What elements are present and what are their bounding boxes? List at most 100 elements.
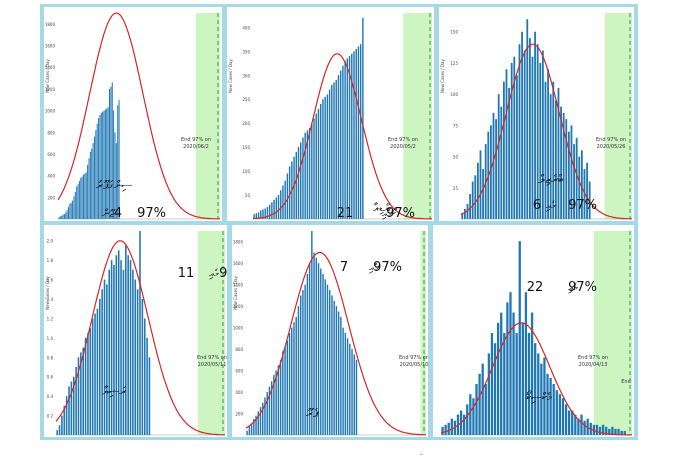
bar (472, 398, 475, 435)
bar (74, 191, 76, 219)
y-tick-label: 1.2 (47, 316, 54, 321)
end-date-label: 2020/05/11 (198, 362, 227, 368)
fit-curve (55, 240, 225, 436)
bar (284, 180, 286, 219)
bar (564, 404, 568, 435)
bar (308, 127, 311, 219)
day-number: 6 (533, 198, 541, 213)
bar (87, 333, 89, 435)
chart-panel-6: End 97% on 2020/04/13 End މެކްސިކޯ މެއި 22 97% (433, 225, 634, 437)
y-tick-label: 200 (47, 195, 55, 200)
y-tick-label: 0.2 (47, 414, 54, 419)
y-tick-label: 100 (242, 169, 250, 174)
bar (601, 424, 605, 435)
bar (461, 212, 464, 219)
day-number: 4 (114, 206, 122, 221)
bar (444, 424, 447, 435)
bar (68, 386, 70, 435)
y-tick-label: 50 (245, 193, 251, 198)
bar (122, 269, 125, 435)
bar (335, 306, 338, 435)
bar (103, 110, 105, 219)
end-date-label: 2020/05/26 (597, 144, 626, 150)
bar (575, 137, 578, 219)
y-tick-label: 0.8 (47, 355, 54, 360)
bar (311, 123, 313, 219)
bar (528, 37, 531, 219)
footer-mark: ހ (420, 451, 423, 458)
bar (127, 255, 129, 435)
bar (63, 214, 65, 219)
bar (317, 108, 320, 219)
day-number: 7 (340, 260, 348, 275)
bar (273, 374, 275, 435)
bar (335, 80, 337, 220)
bar (271, 202, 273, 219)
bar (93, 136, 95, 219)
bar (89, 151, 91, 219)
bar (502, 81, 505, 220)
bar (302, 290, 304, 435)
bar (346, 338, 349, 435)
bar (279, 359, 282, 435)
bar (111, 82, 113, 220)
bar (357, 46, 360, 220)
bar (322, 273, 324, 435)
bar (308, 263, 311, 435)
bar (306, 273, 309, 435)
bar (277, 195, 280, 219)
bar (614, 428, 617, 435)
day-number: 21 (337, 206, 354, 221)
bar (77, 357, 80, 435)
bar (259, 407, 262, 435)
bar (132, 269, 134, 435)
bar (512, 312, 515, 435)
bar (552, 81, 555, 220)
bar (496, 322, 500, 435)
country-name: ސިންގަޕޫރު (96, 178, 133, 192)
y-tick-label: 1400 (233, 283, 244, 288)
end-band (604, 13, 632, 219)
bar (489, 125, 492, 219)
y-tick-label: 1200 (45, 87, 56, 92)
bar (328, 290, 331, 435)
chart-svg-3: 150 125 100 75 50 25 New Cases / Day End 97% on… (440, 13, 632, 220)
bar (311, 231, 313, 435)
bar (315, 113, 317, 219)
y-tick-label: 150 (450, 30, 458, 35)
bar (302, 137, 304, 219)
bar (521, 31, 523, 220)
bar (508, 87, 510, 219)
bar (82, 347, 84, 435)
bar (561, 398, 565, 435)
chart-panel-4: 2.0 1.8 1.6 1.4 1.2 1.0 0.8 0.6 0.4 0.2 New Cases … (44, 225, 227, 437)
bar (255, 415, 257, 435)
bar (571, 410, 574, 435)
y-tick-label: 200 (235, 412, 243, 417)
bar (549, 94, 552, 219)
y-tick-label: 1000 (45, 109, 56, 114)
y-tick-label: 25 (453, 186, 459, 191)
bar (487, 353, 491, 435)
bar (540, 363, 543, 435)
chart-panel-3: 150 125 100 75 50 25 New Cases / Day End 97% on… (439, 7, 634, 221)
bar (91, 318, 94, 435)
fit-curve (440, 322, 632, 436)
percent-label: 97% (137, 206, 166, 221)
bar (344, 60, 346, 219)
percent-label: 97% (386, 206, 415, 221)
bar (83, 174, 85, 219)
bar (295, 151, 297, 219)
y-tick-label: 800 (47, 130, 55, 135)
y-axis-label: New Cases / Day (45, 276, 50, 310)
bar (546, 373, 549, 435)
bar (109, 88, 111, 219)
end-date-label: End 97% on (399, 355, 428, 361)
bar (297, 147, 300, 219)
bar (578, 156, 581, 219)
bar (605, 426, 608, 435)
bar (304, 132, 306, 219)
fit-curve (245, 251, 426, 436)
bar (482, 169, 484, 219)
bar (113, 265, 115, 435)
